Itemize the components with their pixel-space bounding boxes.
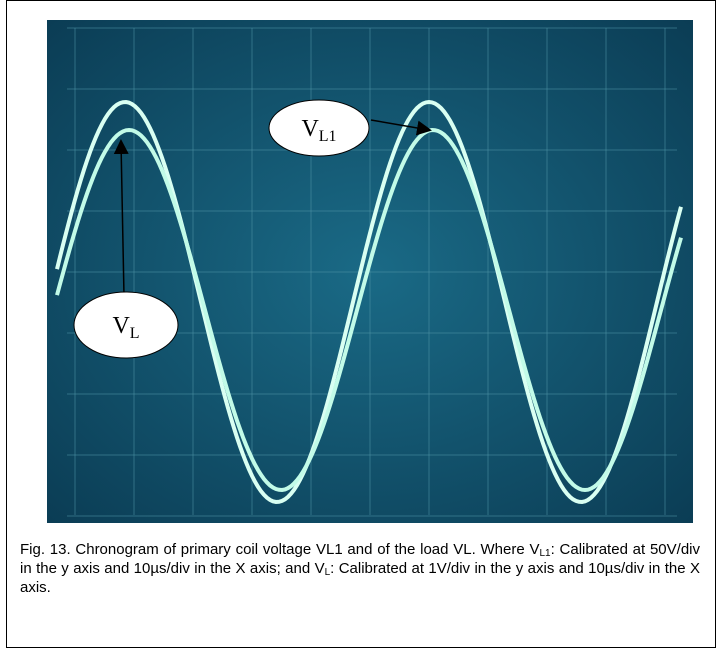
caption-text: Fig. 13. Chronogram of primary coil volt… (20, 541, 539, 558)
oscilloscope-photo: VL1 VL (47, 20, 693, 523)
page: VL1 VL Fig. 13. Chronogram of primary co… (0, 0, 724, 650)
caption-subscript: L1 (539, 548, 550, 559)
figure-caption: Fig. 13. Chronogram of primary coil volt… (20, 540, 700, 597)
